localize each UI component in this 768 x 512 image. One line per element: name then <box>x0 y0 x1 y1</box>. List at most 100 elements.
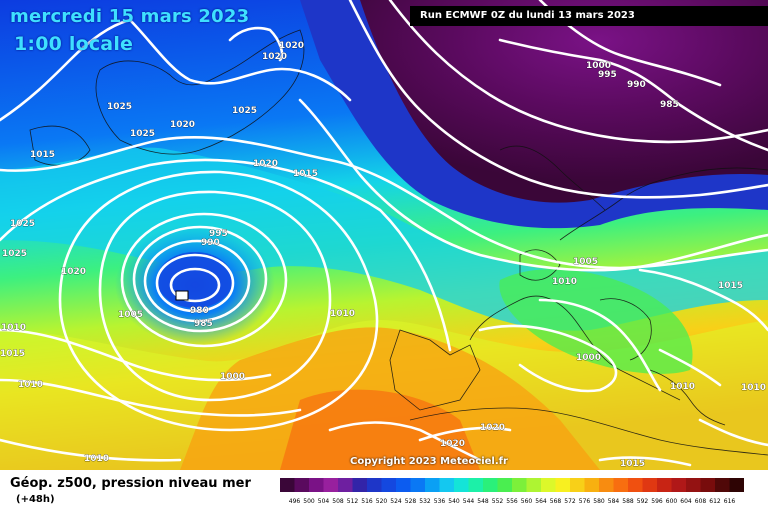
isobar-label: 990 <box>201 238 220 248</box>
isobar-label: 1025 <box>10 219 35 229</box>
color-scale-tick: 592 <box>637 498 649 505</box>
color-scale-tick: 568 <box>550 498 562 505</box>
color-scale-cell <box>497 478 512 492</box>
color-scale-cell <box>323 478 338 492</box>
isobar-label: 1020 <box>253 159 278 169</box>
color-scale-cell <box>483 478 498 492</box>
color-scale-tick: 604 <box>680 498 692 505</box>
color-scale-cell <box>338 478 353 492</box>
isobar-label: 1025 <box>232 106 257 116</box>
color-scale-tick: 520 <box>376 498 388 505</box>
color-scale-cell <box>555 478 570 492</box>
color-scale-cell <box>715 478 730 492</box>
color-scale-tick: 560 <box>521 498 533 505</box>
forecast-lead: (+48h) <box>16 494 55 505</box>
color-scale-tick: 608 <box>695 498 707 505</box>
color-scale-tick: 536 <box>434 498 446 505</box>
color-scale-cell <box>468 478 483 492</box>
color-scale-cell <box>454 478 469 492</box>
color-scale-cell <box>570 478 585 492</box>
isobar-label: 1010 <box>18 380 43 390</box>
color-scale-cell <box>686 478 701 492</box>
color-scale-cell <box>309 478 324 492</box>
map-title: Géop. z500, pression niveau mer <box>10 476 251 491</box>
isobar-label: 1020 <box>440 439 465 449</box>
color-scale-tick: 528 <box>405 498 417 505</box>
color-scale-cell <box>729 478 744 492</box>
color-scale-tick: 564 <box>535 498 547 505</box>
isobar-label: 1005 <box>573 257 598 267</box>
color-scale-cell <box>526 478 541 492</box>
isobar-label: 1010 <box>84 454 109 464</box>
color-scale-tick: 508 <box>332 498 344 505</box>
color-scale-cell <box>410 478 425 492</box>
forecast-map: 1020 1020 1025 1025 1020 1025 1015 1020 … <box>0 0 768 470</box>
isobar-label: 1000 <box>576 353 601 363</box>
isobar-label: 1015 <box>293 169 318 179</box>
coastlines <box>29 29 768 456</box>
color-scale-tick: 584 <box>608 498 620 505</box>
color-scale-cell <box>642 478 657 492</box>
color-scale-tick: 512 <box>347 498 359 505</box>
color-scale-tick: 496 <box>289 498 301 505</box>
isobar-label: 985 <box>194 319 213 329</box>
color-scale-tick: 556 <box>506 498 518 505</box>
color-scale-tick: 540 <box>448 498 460 505</box>
isobar-label: 1010 <box>1 323 26 333</box>
isobar-label: 980 <box>190 306 209 316</box>
color-scale-cell <box>367 478 382 492</box>
isobar-label: 1020 <box>61 267 86 277</box>
color-scale-tick: 600 <box>666 498 678 505</box>
color-scale-tick: 500 <box>303 498 315 505</box>
color-scale-cell <box>294 478 309 492</box>
color-scale-cell <box>700 478 715 492</box>
color-scale-tick: 552 <box>492 498 504 505</box>
isobar-label: 995 <box>209 229 228 239</box>
isobar-label: 1020 <box>279 41 304 51</box>
color-scale-cell <box>396 478 411 492</box>
isobar-label: 1005 <box>118 310 143 320</box>
color-scale-tick: 616 <box>724 498 736 505</box>
isobar-label: 1010 <box>552 277 577 287</box>
color-scale-cell <box>599 478 614 492</box>
isobar-label: 1010 <box>330 309 355 319</box>
isobar-label: 1010 <box>741 383 766 393</box>
isobar-label: 995 <box>598 70 617 80</box>
color-scale-cell <box>381 478 396 492</box>
isobar-label: 1000 <box>586 61 611 71</box>
color-scale-cell <box>280 478 295 492</box>
color-scale-tick: 596 <box>651 498 663 505</box>
isobar-label: 1025 <box>2 249 27 259</box>
forecast-date: mercredi 15 mars 2023 <box>10 6 250 27</box>
isobar-label: 1015 <box>718 281 743 291</box>
color-scale-tick: 576 <box>579 498 591 505</box>
isobar-label: 1015 <box>30 150 55 160</box>
color-scale-cell <box>628 478 643 492</box>
color-scale: 496 500 504 508 512 516 520 524 528 532 536 540 544 5… <box>280 478 744 505</box>
color-scale-tick: 544 <box>463 498 475 505</box>
isobar-label: 1015 <box>0 349 25 359</box>
color-scale-cell <box>584 478 599 492</box>
isobar-label: 1025 <box>130 129 155 139</box>
color-scale-cell <box>512 478 527 492</box>
color-scale-tick: 572 <box>564 498 576 505</box>
isobar-label: 1020 <box>170 120 195 130</box>
forecast-time: 1:00 locale <box>14 33 134 55</box>
legend-footer: Géop. z500, pression niveau mer (+48h) 4… <box>0 470 768 512</box>
isobar-label: 1025 <box>107 102 132 112</box>
color-scale-cell <box>671 478 686 492</box>
color-scale-tick: 580 <box>593 498 605 505</box>
color-scale-cell <box>352 478 367 492</box>
isobar-label: 1010 <box>670 382 695 392</box>
isobar-label: 985 <box>660 100 679 110</box>
color-scale-cell <box>613 478 628 492</box>
isobar-label: 1020 <box>262 52 287 62</box>
color-scale-tick: 504 <box>318 498 330 505</box>
color-scale-tick: 588 <box>622 498 634 505</box>
color-scale-tick: 516 <box>361 498 373 505</box>
color-scale-tick: 548 <box>477 498 489 505</box>
model-run-label: Run ECMWF 0Z du lundi 13 mars 2023 <box>410 6 768 26</box>
color-scale-cell <box>541 478 556 492</box>
color-scale-cell <box>425 478 440 492</box>
